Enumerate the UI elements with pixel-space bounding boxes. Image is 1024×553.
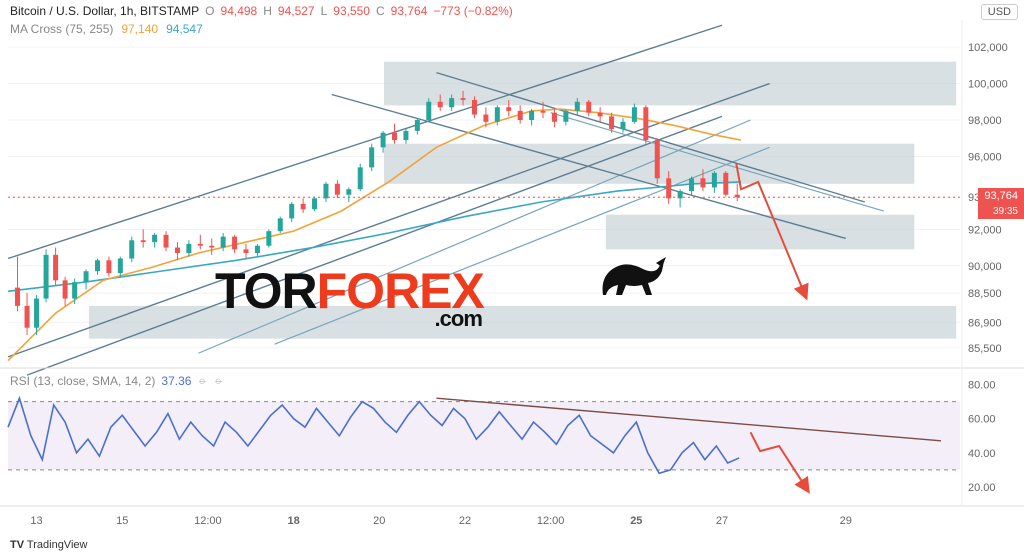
chart-svg[interactable]: 13 15 12:00 18 20 22 12:00 25 27 29 102,000 100,00…: [0, 0, 1024, 553]
svg-text:86,900: 86,900: [968, 317, 1002, 329]
svg-text:20: 20: [373, 515, 385, 527]
attribution[interactable]: TV TradingView: [10, 539, 87, 551]
svg-text:18: 18: [287, 515, 299, 527]
svg-text:98,000: 98,000: [968, 115, 1002, 127]
svg-text:25: 25: [630, 515, 642, 527]
countdown-value: 39:35: [984, 206, 1018, 217]
svg-text:92,000: 92,000: [968, 224, 1002, 236]
svg-text:29: 29: [840, 515, 852, 527]
rsi-legend: RSI (13, close, SMA, 14, 2) 37.36 ⦵ ⦵: [10, 373, 224, 388]
rsi-eye-icon[interactable]: ⦵: [197, 373, 207, 388]
svg-text:90,000: 90,000: [968, 261, 1002, 273]
svg-text:102,000: 102,000: [968, 42, 1008, 54]
chart-root: Bitcoin / U.S. Dollar, 1h, BITSTAMP O 94…: [0, 0, 1024, 553]
svg-text:20.00: 20.00: [968, 482, 996, 494]
svg-text:88,500: 88,500: [968, 288, 1002, 300]
svg-text:15: 15: [116, 515, 128, 527]
rsi-eye-icon-2[interactable]: ⦵: [214, 373, 224, 388]
svg-text:12:00: 12:00: [537, 515, 565, 527]
rsi-label[interactable]: RSI (13, close, SMA, 14, 2): [10, 374, 155, 388]
svg-text:22: 22: [459, 515, 471, 527]
svg-text:60.00: 60.00: [968, 414, 996, 426]
svg-text:80.00: 80.00: [968, 380, 996, 392]
svg-text:85,500: 85,500: [968, 343, 1002, 355]
svg-text:12:00: 12:00: [194, 515, 222, 527]
bull-icon: [598, 255, 668, 303]
svg-text:96,000: 96,000: [968, 151, 1002, 163]
rsi-value: 37.36: [161, 374, 191, 388]
svg-text:100,000: 100,000: [968, 79, 1008, 91]
countdown-badge: 39:35: [978, 204, 1024, 219]
last-price-badge: 93,764: [978, 188, 1024, 204]
last-price-value: 93,764: [984, 190, 1018, 202]
svg-text:40.00: 40.00: [968, 448, 996, 460]
svg-text:13: 13: [30, 515, 42, 527]
svg-text:27: 27: [716, 515, 728, 527]
